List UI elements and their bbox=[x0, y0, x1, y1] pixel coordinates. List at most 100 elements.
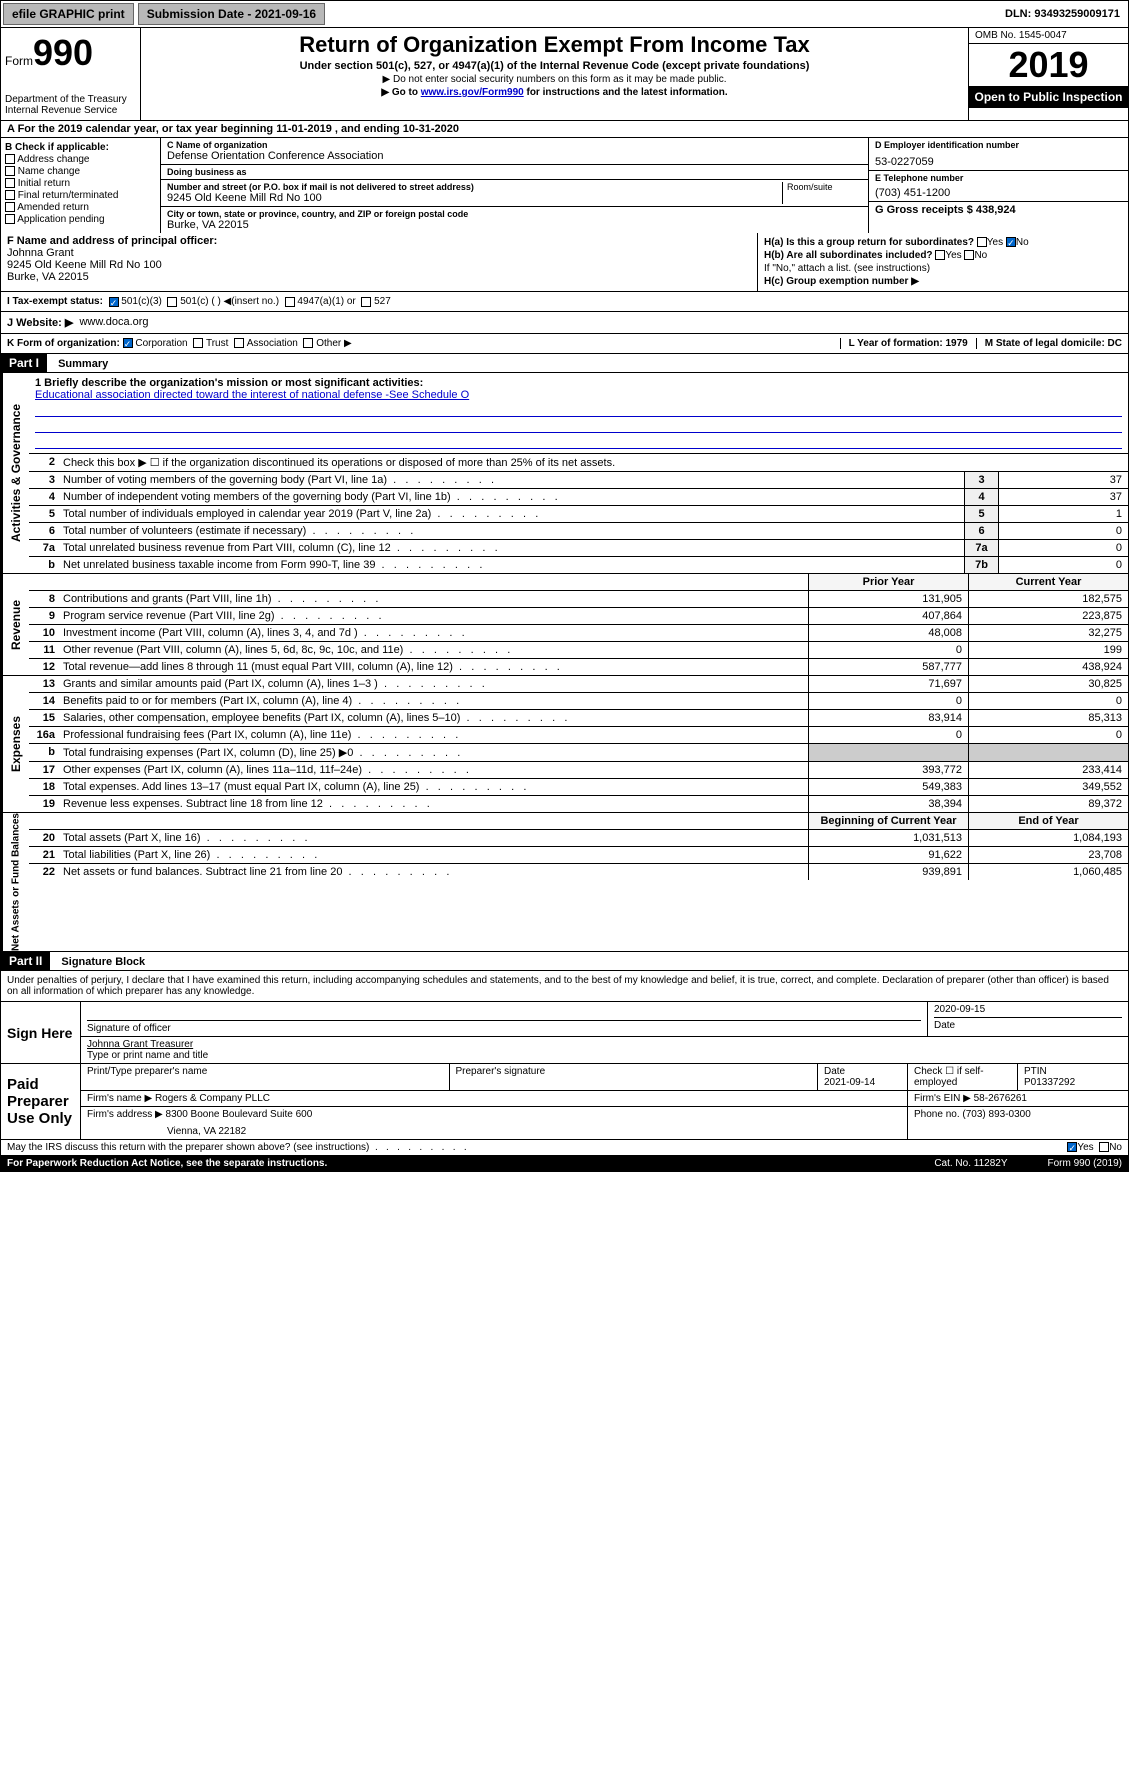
ha-no-checkbox[interactable]: ✓ bbox=[1006, 237, 1016, 247]
sign-here-label: Sign Here bbox=[1, 1002, 81, 1063]
discuss-no: No bbox=[1109, 1142, 1122, 1153]
4947-checkbox[interactable] bbox=[285, 297, 295, 307]
section-fgh: F Name and address of principal officer:… bbox=[0, 233, 1129, 292]
line-text: Number of voting members of the governin… bbox=[59, 472, 964, 488]
prep-date: 2021-09-14 bbox=[824, 1077, 901, 1088]
prior-value: 1,031,513 bbox=[808, 830, 968, 846]
form-org-row: K Form of organization: ✓ Corporation Tr… bbox=[0, 334, 1129, 354]
other-checkbox[interactable] bbox=[303, 338, 313, 348]
addr-value: 9245 Old Keene Mill Rd No 100 bbox=[167, 192, 782, 204]
col-b: B Check if applicable: Address change Na… bbox=[1, 138, 161, 233]
hb-note: If "No," attach a list. (see instruction… bbox=[764, 263, 1122, 274]
527-checkbox[interactable] bbox=[361, 297, 371, 307]
prior-year-head: Prior Year bbox=[808, 574, 968, 590]
colb-checkbox[interactable] bbox=[5, 166, 15, 176]
l2-text: Check this box ▶ ☐ if the organization d… bbox=[59, 454, 1128, 471]
current-year-head: Current Year bbox=[968, 574, 1128, 590]
firm-phone-label: Phone no. bbox=[914, 1109, 960, 1120]
line-text: Other revenue (Part VIII, column (A), li… bbox=[59, 642, 808, 658]
begin-year-head: Beginning of Current Year bbox=[808, 813, 968, 829]
cat-no: Cat. No. 11282Y bbox=[934, 1158, 1007, 1169]
line-text: Total liabilities (Part X, line 26) bbox=[59, 847, 808, 863]
no-text: No bbox=[1016, 237, 1029, 248]
hb-no-checkbox[interactable] bbox=[964, 250, 974, 260]
colb-checkbox[interactable] bbox=[5, 190, 15, 200]
discuss-no-checkbox[interactable] bbox=[1099, 1142, 1109, 1152]
line-text: Net assets or fund balances. Subtract li… bbox=[59, 864, 808, 880]
501c3-checkbox[interactable]: ✓ bbox=[109, 297, 119, 307]
line-text: Net unrelated business taxable income fr… bbox=[59, 557, 964, 573]
perjury-text: Under penalties of perjury, I declare th… bbox=[0, 971, 1129, 1002]
assoc-checkbox[interactable] bbox=[234, 338, 244, 348]
l-year: L Year of formation: 1979 bbox=[840, 338, 968, 349]
room-suite-label: Room/suite bbox=[782, 182, 862, 204]
form-title: Return of Organization Exempt From Incom… bbox=[149, 32, 960, 58]
discuss-yes: Yes bbox=[1077, 1142, 1093, 1153]
ein-value: 53-0227059 bbox=[875, 156, 1122, 168]
header-right: OMB No. 1545-0047 2019 Open to Public In… bbox=[968, 28, 1128, 120]
sig-date: 2020-09-15 bbox=[934, 1004, 1122, 1015]
firm-addr2: Vienna, VA 22182 bbox=[167, 1126, 901, 1137]
no-text2: No bbox=[974, 250, 987, 261]
line-text: Total assets (Part X, line 16) bbox=[59, 830, 808, 846]
line-text: Total revenue—add lines 8 through 11 (mu… bbox=[59, 659, 808, 675]
line-text: Contributions and grants (Part VIII, lin… bbox=[59, 591, 808, 607]
line-value: 0 bbox=[998, 540, 1128, 556]
colb-checkbox[interactable] bbox=[5, 154, 15, 164]
prior-value: 393,772 bbox=[808, 762, 968, 778]
hb-yes-checkbox[interactable] bbox=[935, 250, 945, 260]
phone-value: (703) 451-1200 bbox=[875, 187, 1122, 199]
line-text: Revenue less expenses. Subtract line 18 … bbox=[59, 796, 808, 812]
ha-yes-checkbox[interactable] bbox=[977, 237, 987, 247]
city-value: Burke, VA 22015 bbox=[167, 219, 862, 231]
efile-button[interactable]: efile GRAPHIC print bbox=[3, 3, 134, 25]
corp-checkbox[interactable]: ✓ bbox=[123, 338, 133, 348]
line-text: Professional fundraising fees (Part IX, … bbox=[59, 727, 808, 743]
header-center: Return of Organization Exempt From Incom… bbox=[141, 28, 968, 120]
website-url[interactable]: www.doca.org bbox=[79, 316, 148, 329]
part1-title: Summary bbox=[50, 356, 116, 372]
501c-checkbox[interactable] bbox=[167, 297, 177, 307]
line-text: Benefits paid to or for members (Part IX… bbox=[59, 693, 808, 709]
expenses-section: Expenses 13Grants and similar amounts pa… bbox=[0, 676, 1129, 813]
colb-checkbox[interactable] bbox=[5, 202, 15, 212]
firm-ein-label: Firm's EIN ▶ bbox=[914, 1093, 971, 1104]
4947-text: 4947(a)(1) or bbox=[297, 296, 355, 307]
line-text: Total expenses. Add lines 13–17 (must eq… bbox=[59, 779, 808, 795]
line-value: 0 bbox=[998, 557, 1128, 573]
prior-value: 0 bbox=[808, 693, 968, 709]
note-prefix: ▶ Go to bbox=[381, 87, 420, 98]
prior-value: 83,914 bbox=[808, 710, 968, 726]
discuss-yes-checkbox[interactable]: ✓ bbox=[1067, 1142, 1077, 1152]
note-link: ▶ Go to www.irs.gov/Form990 for instruct… bbox=[149, 87, 960, 98]
prior-value: 91,622 bbox=[808, 847, 968, 863]
sidebar-governance: Activities & Governance bbox=[1, 373, 29, 573]
line-text: Salaries, other compensation, employee b… bbox=[59, 710, 808, 726]
col-f: F Name and address of principal officer:… bbox=[1, 233, 758, 291]
colb-checkbox[interactable] bbox=[5, 178, 15, 188]
submission-button[interactable]: Submission Date - 2021-09-16 bbox=[138, 3, 325, 25]
colb-checkbox[interactable] bbox=[5, 214, 15, 224]
trust-checkbox[interactable] bbox=[193, 338, 203, 348]
current-value: 223,875 bbox=[968, 608, 1128, 624]
current-value: 0 bbox=[968, 693, 1128, 709]
prior-value: 38,394 bbox=[808, 796, 968, 812]
officer-name-label: Type or print name and title bbox=[87, 1050, 1122, 1061]
501c3-text: 501(c)(3) bbox=[121, 296, 162, 307]
line-text: Total number of volunteers (estimate if … bbox=[59, 523, 964, 539]
line-text: Other expenses (Part IX, column (A), lin… bbox=[59, 762, 808, 778]
corp-text: Corporation bbox=[135, 338, 187, 349]
current-value: 1,060,485 bbox=[968, 864, 1128, 880]
officer-addr1: 9245 Old Keene Mill Rd No 100 bbox=[7, 259, 751, 271]
end-year-head: End of Year bbox=[968, 813, 1128, 829]
line-value: 0 bbox=[998, 523, 1128, 539]
line-text: Investment income (Part VIII, column (A)… bbox=[59, 625, 808, 641]
row-a: A For the 2019 calendar year, or tax yea… bbox=[0, 121, 1129, 138]
footer-bar: For Paperwork Reduction Act Notice, see … bbox=[0, 1156, 1129, 1172]
irs-link[interactable]: www.irs.gov/Form990 bbox=[421, 87, 524, 98]
discuss-text: May the IRS discuss this return with the… bbox=[7, 1142, 369, 1153]
toolbar: efile GRAPHIC print Submission Date - 20… bbox=[0, 0, 1129, 28]
addr-label: Number and street (or P.O. box if mail i… bbox=[167, 182, 782, 192]
part1-num: Part I bbox=[1, 354, 47, 372]
line-text: Total fundraising expenses (Part IX, col… bbox=[59, 744, 808, 761]
